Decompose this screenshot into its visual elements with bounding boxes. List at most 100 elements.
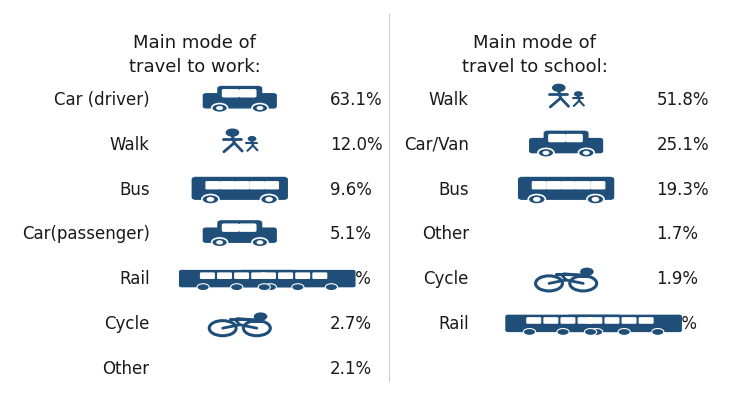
Circle shape — [208, 198, 214, 201]
Circle shape — [528, 194, 545, 204]
FancyBboxPatch shape — [530, 139, 602, 152]
FancyBboxPatch shape — [200, 273, 214, 278]
Text: Walk: Walk — [109, 136, 149, 154]
Text: Car/Van: Car/Van — [404, 136, 469, 154]
FancyBboxPatch shape — [180, 271, 294, 287]
FancyBboxPatch shape — [250, 182, 264, 189]
FancyBboxPatch shape — [222, 224, 239, 231]
Circle shape — [252, 238, 268, 247]
Circle shape — [543, 151, 549, 154]
Circle shape — [575, 92, 582, 96]
FancyBboxPatch shape — [241, 271, 355, 287]
Circle shape — [265, 284, 276, 291]
Text: 2.1%: 2.1% — [330, 360, 372, 378]
Circle shape — [254, 313, 267, 320]
FancyBboxPatch shape — [279, 273, 293, 278]
Text: Rail: Rail — [119, 270, 149, 288]
FancyBboxPatch shape — [221, 182, 234, 189]
Circle shape — [217, 241, 222, 244]
Circle shape — [257, 241, 263, 244]
Circle shape — [217, 106, 222, 110]
Circle shape — [534, 198, 539, 201]
Circle shape — [590, 329, 603, 335]
Text: 5.1%: 5.1% — [330, 226, 372, 243]
Circle shape — [538, 149, 554, 157]
Text: Cycle: Cycle — [104, 315, 149, 333]
FancyBboxPatch shape — [206, 182, 219, 189]
FancyBboxPatch shape — [218, 273, 231, 278]
FancyBboxPatch shape — [566, 135, 582, 141]
Circle shape — [585, 329, 596, 335]
FancyBboxPatch shape — [527, 318, 540, 323]
FancyBboxPatch shape — [192, 177, 287, 199]
FancyBboxPatch shape — [591, 182, 605, 189]
Circle shape — [557, 329, 569, 335]
Text: 1.9%: 1.9% — [656, 270, 698, 288]
FancyBboxPatch shape — [222, 90, 239, 97]
Text: Main mode of
travel to school:: Main mode of travel to school: — [462, 34, 607, 75]
Text: 19.3%: 19.3% — [656, 181, 709, 199]
Circle shape — [292, 284, 304, 291]
FancyBboxPatch shape — [588, 318, 602, 323]
Circle shape — [523, 329, 536, 335]
Circle shape — [261, 194, 278, 204]
Text: 9.6%: 9.6% — [330, 181, 372, 199]
Circle shape — [202, 194, 219, 204]
Circle shape — [593, 198, 599, 201]
FancyBboxPatch shape — [578, 318, 592, 323]
Text: Cycle: Cycle — [423, 270, 469, 288]
Circle shape — [618, 329, 630, 335]
Circle shape — [266, 198, 272, 201]
FancyBboxPatch shape — [239, 224, 256, 231]
FancyBboxPatch shape — [313, 273, 327, 278]
Text: 0.3%: 0.3% — [656, 315, 698, 333]
Text: Bus: Bus — [438, 181, 469, 199]
Text: Other: Other — [103, 360, 149, 378]
Text: 2.7%: 2.7% — [330, 315, 372, 333]
Circle shape — [553, 85, 565, 91]
Circle shape — [258, 284, 270, 291]
Circle shape — [652, 329, 664, 335]
FancyBboxPatch shape — [262, 273, 276, 278]
FancyBboxPatch shape — [203, 94, 276, 108]
FancyBboxPatch shape — [296, 273, 310, 278]
Text: Walk: Walk — [429, 91, 469, 109]
Circle shape — [325, 284, 338, 291]
Text: 5.4%: 5.4% — [330, 270, 372, 288]
Circle shape — [583, 151, 589, 154]
Circle shape — [231, 284, 243, 291]
Text: 51.8%: 51.8% — [656, 91, 709, 109]
Circle shape — [248, 137, 256, 141]
Circle shape — [226, 129, 239, 136]
FancyBboxPatch shape — [519, 177, 613, 199]
Text: Other: Other — [422, 226, 469, 243]
Circle shape — [587, 194, 604, 204]
Text: Car(passenger): Car(passenger) — [21, 226, 149, 243]
Text: Car (driver): Car (driver) — [54, 91, 149, 109]
FancyBboxPatch shape — [545, 131, 588, 143]
FancyBboxPatch shape — [218, 87, 262, 99]
Text: 63.1%: 63.1% — [330, 91, 383, 109]
Text: 25.1%: 25.1% — [656, 136, 709, 154]
FancyBboxPatch shape — [235, 273, 248, 278]
Circle shape — [257, 106, 263, 110]
FancyBboxPatch shape — [562, 182, 576, 189]
Circle shape — [211, 103, 228, 113]
FancyBboxPatch shape — [639, 318, 653, 323]
Text: Rail: Rail — [438, 315, 469, 333]
Circle shape — [581, 268, 593, 275]
FancyBboxPatch shape — [218, 221, 262, 233]
FancyBboxPatch shape — [203, 228, 276, 242]
FancyBboxPatch shape — [532, 182, 546, 189]
FancyBboxPatch shape — [561, 318, 575, 323]
Circle shape — [197, 284, 209, 291]
FancyBboxPatch shape — [622, 318, 636, 323]
FancyBboxPatch shape — [549, 135, 565, 141]
Text: 1.7%: 1.7% — [656, 226, 698, 243]
FancyBboxPatch shape — [576, 182, 590, 189]
FancyBboxPatch shape — [252, 273, 265, 278]
FancyBboxPatch shape — [547, 182, 561, 189]
Text: 12.0%: 12.0% — [330, 136, 383, 154]
FancyBboxPatch shape — [605, 318, 619, 323]
Text: Main mode of
travel to work:: Main mode of travel to work: — [129, 34, 261, 75]
